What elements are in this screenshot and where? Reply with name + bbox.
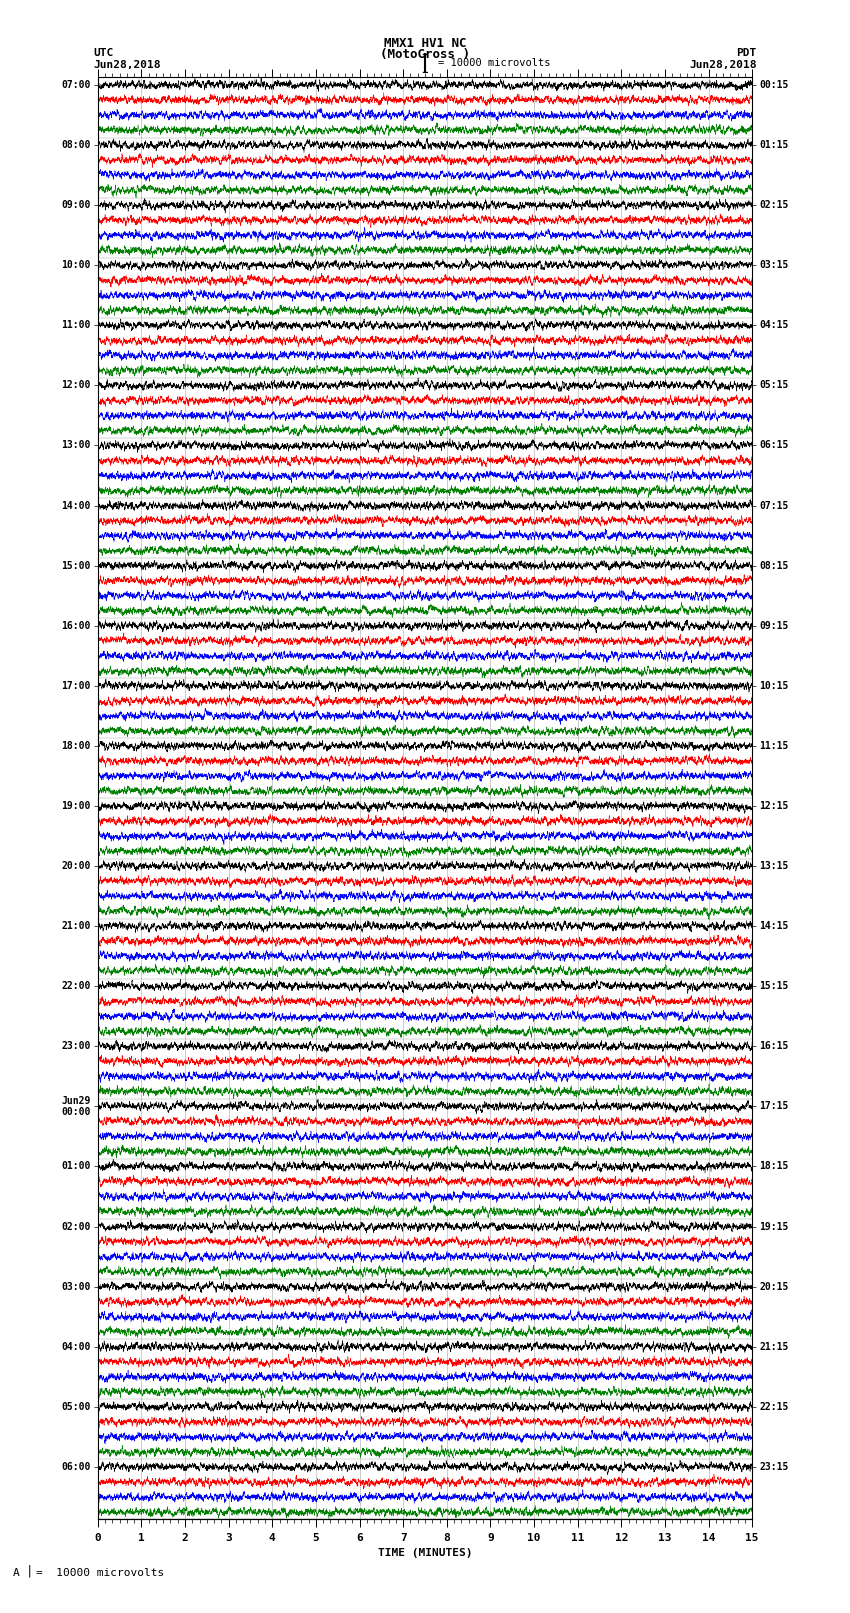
Text: UTC: UTC bbox=[94, 48, 114, 58]
Text: =  10000 microvolts: = 10000 microvolts bbox=[36, 1568, 164, 1578]
Text: MMX1 HV1 NC: MMX1 HV1 NC bbox=[383, 37, 467, 50]
X-axis label: TIME (MINUTES): TIME (MINUTES) bbox=[377, 1548, 473, 1558]
Text: PDT: PDT bbox=[736, 48, 756, 58]
Text: Jun28,2018: Jun28,2018 bbox=[94, 60, 161, 69]
Text: A: A bbox=[13, 1568, 20, 1578]
Text: (MotoCross ): (MotoCross ) bbox=[380, 48, 470, 61]
Text: |: | bbox=[26, 1565, 33, 1578]
Text: Jun28,2018: Jun28,2018 bbox=[689, 60, 756, 69]
Text: = 10000 microvolts: = 10000 microvolts bbox=[438, 58, 550, 68]
